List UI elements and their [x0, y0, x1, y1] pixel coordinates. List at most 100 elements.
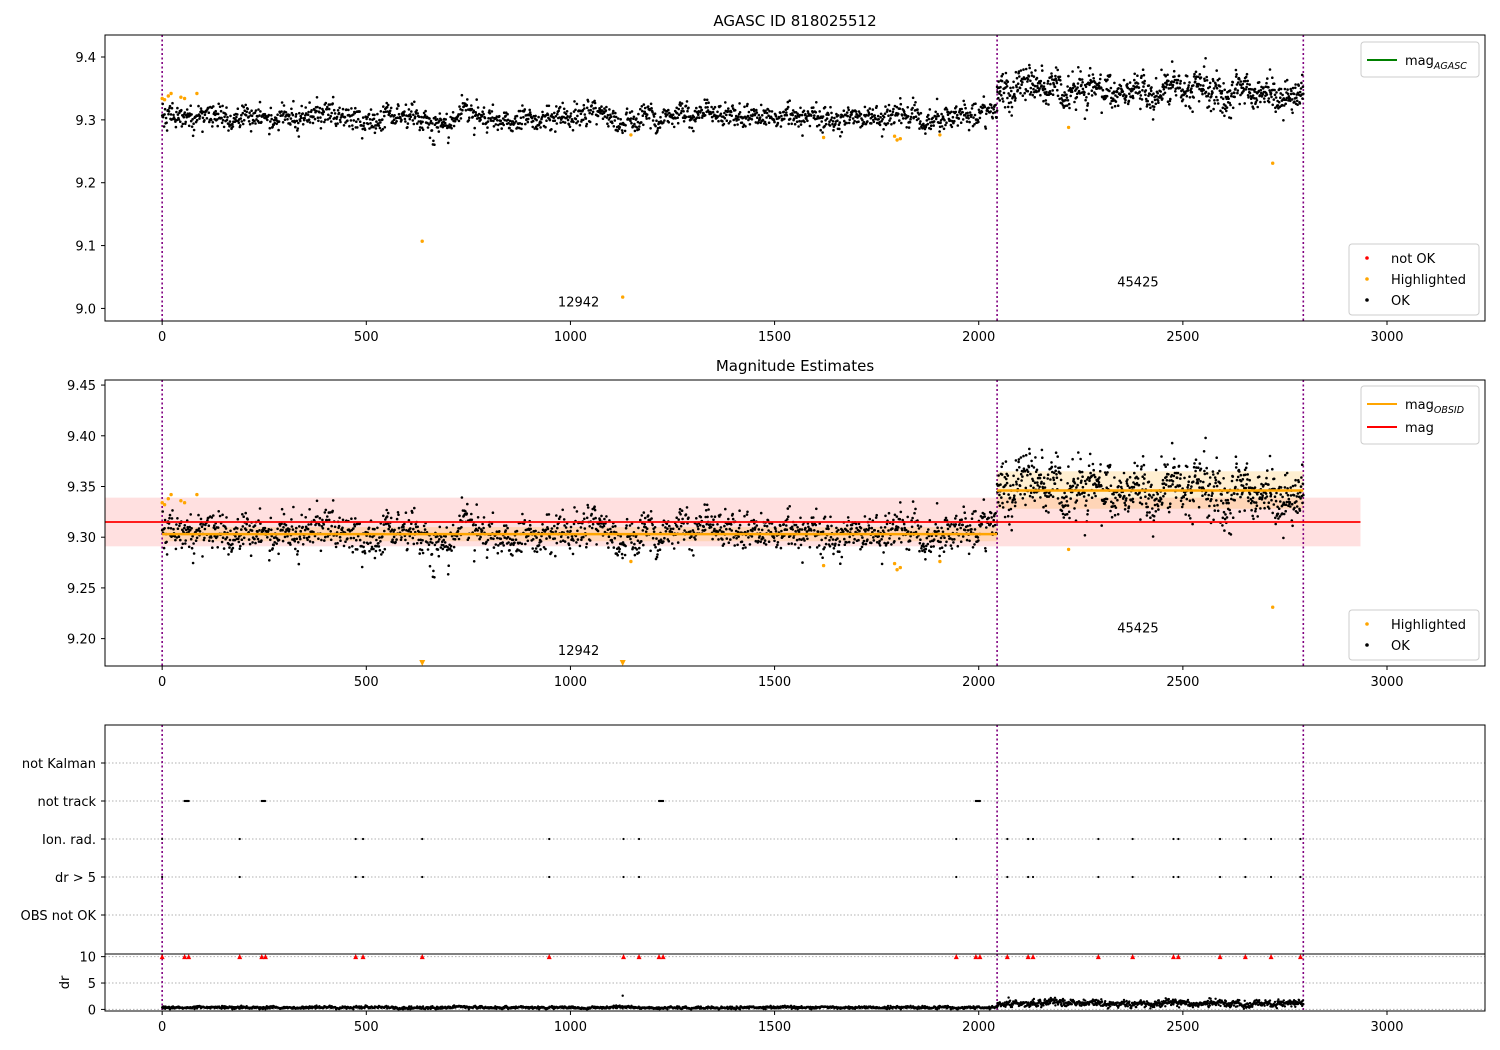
- ok-point: [204, 523, 207, 527]
- ok-point: [504, 114, 508, 118]
- ok-point: [706, 106, 709, 109]
- ok-point: [891, 113, 894, 116]
- ok-point: [186, 527, 190, 531]
- ok-point: [594, 516, 597, 520]
- ok-point: [534, 529, 537, 533]
- ok-point: [329, 538, 333, 542]
- legend-lines: magAGASC: [1360, 41, 1480, 78]
- ok-point: [645, 527, 649, 530]
- ok-point: [1244, 75, 1248, 79]
- ok-point: [582, 118, 585, 122]
- ok-point: [982, 95, 986, 98]
- ok-point: [875, 104, 878, 108]
- ok-point: [835, 526, 838, 530]
- ok-point: [246, 518, 249, 521]
- ok-point: [1014, 459, 1018, 462]
- ok-point: [710, 115, 714, 119]
- ok-point: [576, 114, 579, 118]
- ok-point: [728, 527, 732, 531]
- ok-point: [1262, 483, 1265, 487]
- ok-point: [797, 530, 801, 534]
- ok-point: [868, 113, 871, 116]
- ok-point: [722, 122, 726, 126]
- ok-point: [733, 544, 736, 547]
- ok-point: [585, 124, 588, 128]
- ok-point: [1172, 457, 1176, 461]
- ok-point: [1006, 500, 1009, 504]
- ok-point: [417, 115, 421, 119]
- ok-point: [655, 555, 659, 559]
- ok-point: [489, 117, 492, 120]
- ok-point: [556, 526, 559, 530]
- ok-point: [925, 119, 929, 122]
- ok-point: [180, 125, 184, 128]
- ok-point: [296, 549, 300, 553]
- ok-point: [317, 119, 320, 123]
- ok-point: [722, 542, 726, 546]
- ok-point: [477, 112, 481, 116]
- ok-point: [1229, 103, 1232, 107]
- ok-point: [473, 126, 477, 130]
- ok-point: [381, 127, 385, 131]
- ok-point: [1277, 100, 1281, 104]
- ok-point: [1008, 94, 1012, 97]
- ok-point: [1179, 82, 1182, 85]
- ok-point: [358, 522, 362, 525]
- ok-point: [746, 510, 749, 514]
- ok-point: [322, 523, 326, 526]
- ok-point: [351, 124, 354, 127]
- ok-point: [1123, 93, 1126, 96]
- ok-point: [774, 114, 778, 118]
- ok-point: [1018, 75, 1021, 78]
- ok-point: [1169, 87, 1172, 90]
- ok-point: [759, 540, 762, 544]
- ok-point: [794, 523, 798, 527]
- ok-point: [755, 108, 758, 112]
- ok-point: [413, 115, 417, 118]
- ok-point: [694, 538, 697, 541]
- ok-point: [966, 529, 970, 532]
- ok-point: [1246, 82, 1249, 86]
- ok-point: [501, 541, 505, 544]
- ok-point: [1054, 465, 1057, 468]
- legend-point-swatch: [1365, 298, 1369, 302]
- ok-point: [575, 102, 579, 106]
- ok-point: [1123, 501, 1126, 505]
- ok-point: [315, 499, 319, 503]
- ok-point: [757, 113, 761, 117]
- ok-point: [370, 547, 373, 551]
- ok-point: [1083, 117, 1087, 120]
- ok-point: [257, 540, 261, 543]
- ok-point: [169, 527, 173, 530]
- ok-point: [1207, 92, 1210, 95]
- ok-point: [842, 530, 845, 533]
- ok-point: [917, 527, 921, 530]
- ok-point: [402, 528, 406, 531]
- ok-point: [684, 104, 688, 108]
- ok-point: [426, 548, 430, 551]
- legend-box: [1360, 41, 1480, 78]
- ok-point: [1038, 87, 1041, 90]
- ok-point: [1061, 104, 1065, 107]
- ok-point: [924, 125, 928, 129]
- ok-point: [661, 523, 665, 527]
- ok-point: [1104, 500, 1107, 504]
- ok-point: [631, 546, 635, 549]
- ok-point: [837, 123, 841, 126]
- ok-point: [1047, 511, 1050, 514]
- ok-point: [495, 530, 499, 533]
- ok-point: [1177, 464, 1181, 468]
- panel-agasc-title: AGASC ID 818025512: [713, 12, 876, 30]
- ok-point: [872, 120, 876, 124]
- ok-point: [192, 542, 195, 545]
- ok-point: [845, 541, 848, 544]
- ok-point: [859, 526, 863, 530]
- ok-point: [887, 511, 891, 515]
- ok-point: [1202, 88, 1205, 92]
- ok-point: [1244, 473, 1247, 477]
- ok-point: [630, 541, 633, 544]
- ok-point: [839, 135, 842, 138]
- ok-point: [1193, 72, 1196, 76]
- ok-point: [799, 516, 802, 520]
- ok-point: [1296, 91, 1300, 95]
